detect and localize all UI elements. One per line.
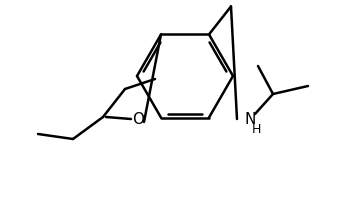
Text: O: O (132, 112, 144, 127)
Text: H: H (252, 123, 262, 136)
Text: N: N (245, 112, 256, 127)
